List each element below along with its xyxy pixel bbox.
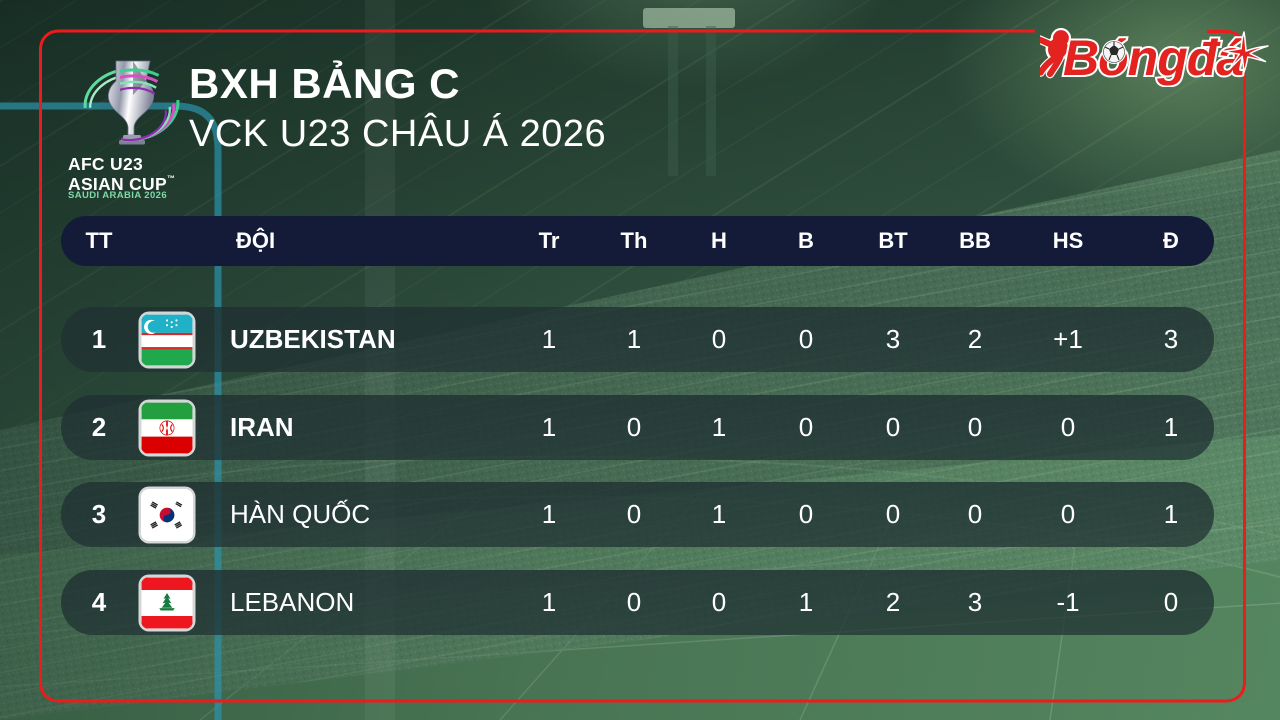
- svg-text:Bóngđá: Bóngđá: [1063, 30, 1243, 86]
